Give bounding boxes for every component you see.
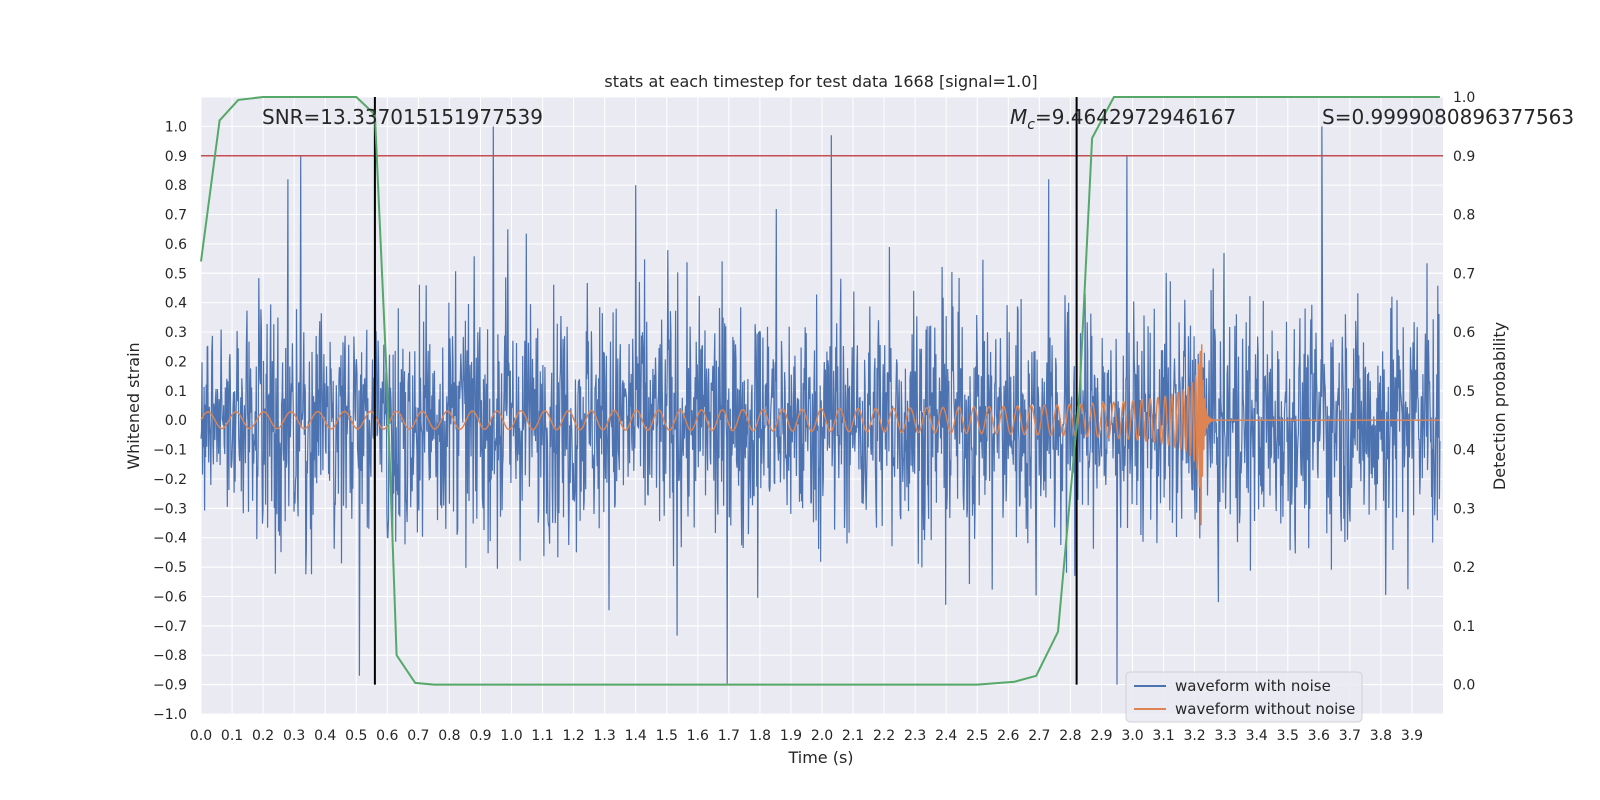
x-tick-label: 1.8: [749, 728, 771, 744]
x-tick-label: 3.8: [1370, 728, 1392, 744]
y-tick-label: 1.0: [165, 119, 187, 135]
x-tick-label: 0.0: [190, 728, 212, 744]
x-tick-label: 3.9: [1401, 728, 1423, 744]
detection-probability-line: [200, 96, 1440, 686]
y2-tick-label: 0.7: [1453, 266, 1475, 282]
chart-title: stats at each timestep for test data 166…: [604, 72, 1037, 91]
x-tick-label: 0.1: [221, 728, 243, 744]
x-tick-label: 1.3: [594, 728, 616, 744]
y-tick-label: 0.3: [165, 325, 187, 341]
x-tick-label: 2.7: [1028, 728, 1050, 744]
mc-value: =9.4642972946167: [1035, 105, 1236, 129]
x-tick-label: 1.4: [625, 728, 647, 744]
x-tick-label: 0.8: [438, 728, 460, 744]
x-tick-label: 2.0: [811, 728, 833, 744]
y2-tick-label: 0.0: [1453, 678, 1475, 694]
x-tick-label: 1.2: [562, 728, 584, 744]
mc-symbol: M: [1010, 105, 1027, 129]
legend-label-noisy: waveform with noise: [1175, 677, 1331, 695]
y2-tick-label: 0.8: [1453, 208, 1475, 224]
x-tick-label: 1.5: [656, 728, 678, 744]
y-axis-label: Whitened strain: [124, 342, 143, 469]
x-tick-label: 0.6: [376, 728, 398, 744]
y2-axis-label: Detection probability: [1490, 322, 1509, 490]
x-tick-label: 2.5: [966, 728, 988, 744]
y-tick-label: −0.6: [153, 589, 187, 605]
y2-tick-label: 1.0: [1453, 90, 1475, 106]
noisy-waveform-line: [200, 126, 1441, 685]
y-tick-label: −0.1: [153, 443, 187, 459]
y2-tick-label: 0.3: [1453, 501, 1475, 517]
noisy-waveform-series: [200, 126, 1441, 685]
y-tick-label: −1.0: [153, 707, 187, 723]
y-tick-label: 0.8: [165, 178, 187, 194]
x-axis-ticks: 0.0 0.1 0.2 0.3 0.4 0.5 0.6 0.7 0.8 0.9 1.0 1.1 1.2 1…: [190, 728, 1423, 744]
y-tick-label: 0.0: [165, 413, 187, 429]
x-tick-label: 2.8: [1059, 728, 1081, 744]
y-tick-label: 0.4: [165, 296, 187, 312]
y-tick-label: −0.4: [153, 531, 187, 547]
x-tick-label: 0.5: [345, 728, 367, 744]
x-tick-label: 2.9: [1090, 728, 1112, 744]
y2-tick-label: 0.4: [1453, 443, 1475, 459]
y-tick-label: −0.5: [153, 560, 187, 576]
snr-annotation: SNR=13.337015151977539: [262, 105, 543, 129]
x-tick-label: 1.6: [687, 728, 709, 744]
x-tick-label: 3.4: [1246, 728, 1268, 744]
x-tick-label: 1.1: [531, 728, 553, 744]
y-tick-label: 0.9: [165, 149, 187, 165]
x-tick-label: 0.3: [283, 728, 305, 744]
y-tick-label: −0.9: [153, 678, 187, 694]
mc-annotation: Mc=9.4642972946167: [1010, 105, 1236, 133]
x-tick-label: 2.3: [904, 728, 926, 744]
legend-label-clean: waveform without noise: [1175, 700, 1355, 718]
y2-tick-label: 0.2: [1453, 560, 1475, 576]
y-tick-label: −0.2: [153, 472, 187, 488]
x-tick-label: 2.2: [873, 728, 895, 744]
x-tick-label: 3.6: [1308, 728, 1330, 744]
x-tick-label: 0.7: [407, 728, 429, 744]
y-tick-label: 0.5: [165, 266, 187, 282]
x-tick-label: 2.1: [842, 728, 864, 744]
y-tick-label: 0.2: [165, 354, 187, 370]
x-tick-label: 0.2: [252, 728, 274, 744]
x-tick-label: 3.2: [1183, 728, 1205, 744]
y2-tick-label: 0.6: [1453, 325, 1475, 341]
x-tick-label: 3.5: [1277, 728, 1299, 744]
y2-tick-label: 0.9: [1453, 149, 1475, 165]
legend: waveform with noise waveform without noi…: [1125, 671, 1363, 723]
s-annotation: S=0.9999080896377563: [1322, 105, 1574, 129]
legend-box: [1125, 671, 1363, 723]
y-tick-label: −0.7: [153, 619, 187, 635]
x-tick-label: 3.7: [1339, 728, 1361, 744]
x-tick-label: 3.3: [1215, 728, 1237, 744]
x-tick-label: 1.7: [718, 728, 740, 744]
x-tick-label: 2.4: [935, 728, 957, 744]
x-tick-label: 0.4: [314, 728, 336, 744]
x-axis-label: Time (s): [787, 748, 853, 767]
y2-axis-ticks: 1.0 0.9 0.8 0.7 0.6 0.5 0.4 0.3 0.2 0.1 0.0: [1453, 90, 1475, 694]
y-tick-label: −0.8: [153, 648, 187, 664]
y-tick-label: −0.3: [153, 501, 187, 517]
x-tick-label: 1.9: [780, 728, 802, 744]
y2-tick-label: 0.5: [1453, 384, 1475, 400]
y-tick-label: 0.6: [165, 237, 187, 253]
y-tick-label: 0.1: [165, 384, 187, 400]
x-tick-label: 3.0: [1121, 728, 1143, 744]
mc-subscript: c: [1027, 117, 1035, 133]
clean-waveform-series: [200, 344, 1440, 526]
x-tick-label: 3.1: [1152, 728, 1174, 744]
y-axis-ticks: 1.0 0.9 0.8 0.7 0.6 0.5 0.4 0.3 0.2 0.1 0.0 −0.1 −0.…: [153, 119, 187, 723]
x-tick-label: 2.6: [997, 728, 1019, 744]
clean-waveform-line: [200, 344, 1440, 526]
y2-tick-label: 0.1: [1453, 619, 1475, 635]
x-tick-label: 1.0: [500, 728, 522, 744]
y-tick-label: 0.7: [165, 208, 187, 224]
x-tick-label: 0.9: [469, 728, 491, 744]
overlay-lines: [200, 96, 1443, 686]
